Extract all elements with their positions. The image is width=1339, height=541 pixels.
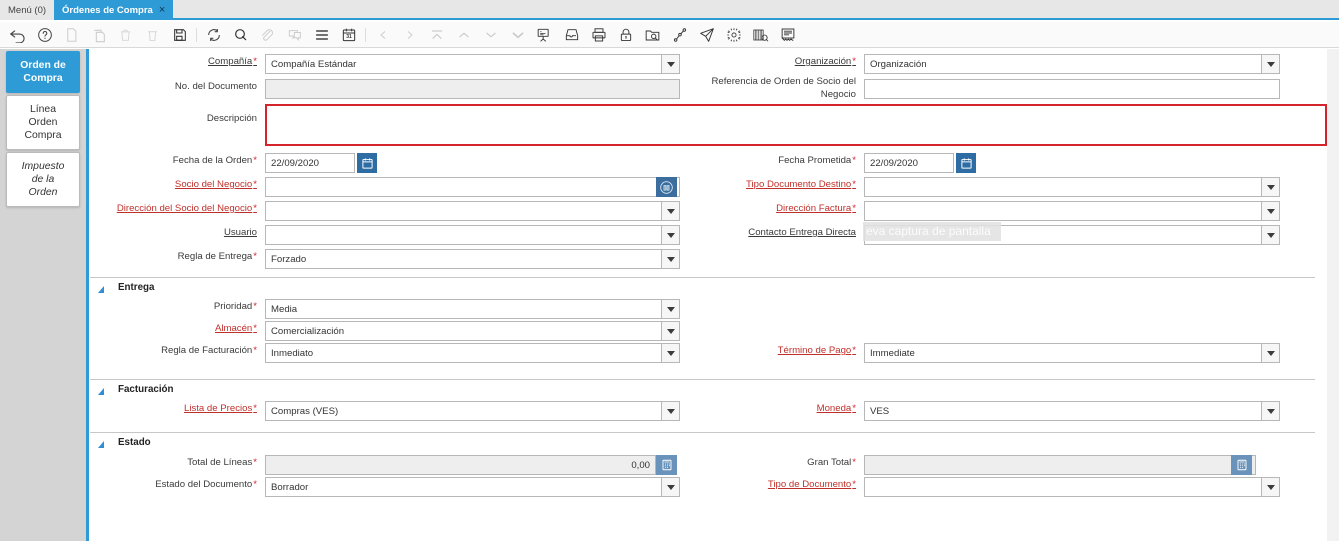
- svg-text:31: 31: [346, 34, 352, 40]
